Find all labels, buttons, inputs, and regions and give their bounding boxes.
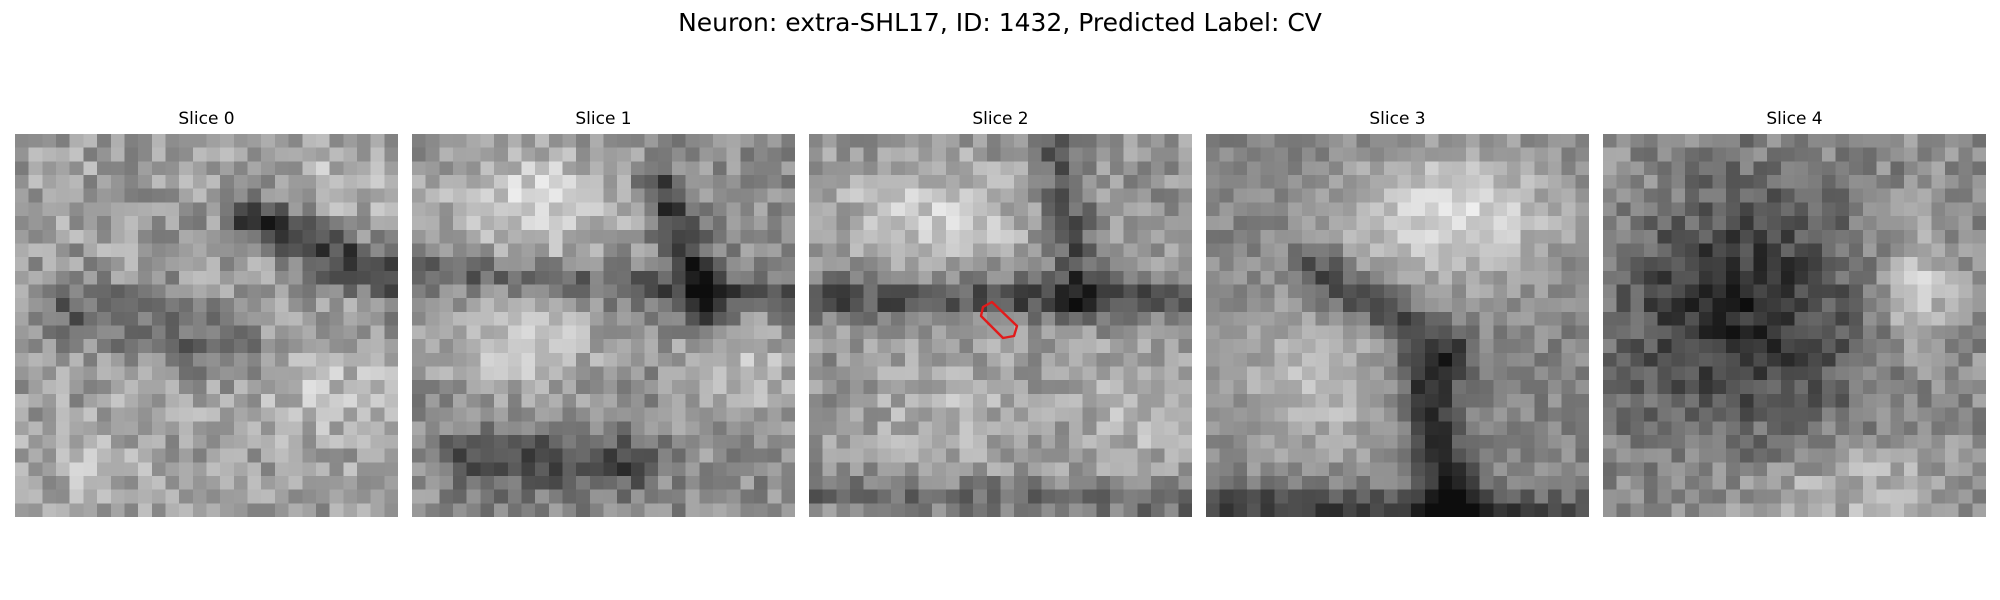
slice-2-image — [809, 134, 1192, 517]
slice-4-image — [1603, 134, 1986, 517]
slice-panel-3: Slice 3 — [1206, 108, 1589, 517]
slice-title: Slice 1 — [575, 109, 632, 129]
slice-title: Slice 4 — [1766, 109, 1823, 129]
slice-3-image — [1206, 134, 1589, 517]
slice-title: Slice 2 — [972, 109, 1029, 129]
slice-panel-2: Slice 2 — [809, 108, 1192, 517]
slice-panel-4: Slice 4 — [1603, 108, 1986, 517]
slice-title: Slice 3 — [1369, 109, 1426, 129]
slice-panel-1: Slice 1 — [412, 108, 795, 517]
slice-title: Slice 0 — [178, 109, 235, 129]
slice-1-image — [412, 134, 795, 517]
slice-panel-0: Slice 0 — [15, 108, 398, 517]
segmentation-outline — [979, 300, 1019, 340]
slice-0-image — [15, 134, 398, 517]
figure-title: Neuron: extra-SHL17, ID: 1432, Predicted… — [678, 8, 1322, 37]
